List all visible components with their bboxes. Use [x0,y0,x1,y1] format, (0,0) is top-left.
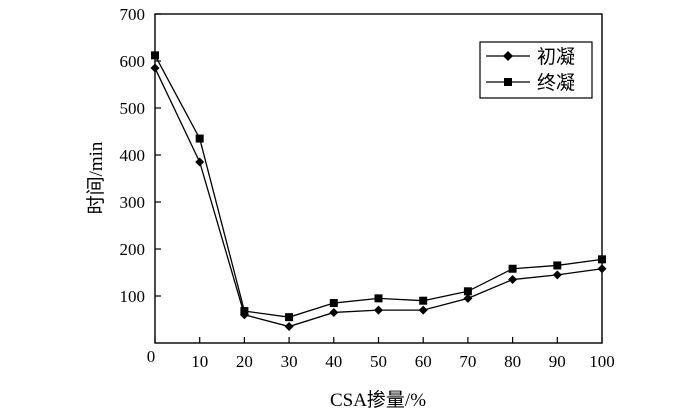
x-tick-label: 60 [415,352,432,371]
x-tick-label: 10 [191,352,208,371]
data-point-diamond [463,293,473,303]
x-tick-label: 90 [549,352,566,371]
legend-label-series-1: 终凝 [537,72,575,94]
y-tick-label: 400 [120,146,146,165]
y-tick-label: 300 [120,193,146,212]
data-point-diamond [597,264,607,274]
ticks [154,13,603,343]
x-tick-label: 30 [281,352,298,371]
data-point-square [195,134,204,143]
data-point-diamond [418,305,428,315]
y-tick-label: 100 [120,287,146,306]
y-tick-label: 200 [120,240,146,259]
data-point-square [374,294,383,303]
legend-marker-diamond [503,51,513,61]
data-point-diamond [284,322,294,332]
x-tick-label: 20 [236,352,253,371]
data-point-square [240,307,249,316]
legend: 初凝 终凝 [479,41,593,99]
x-tick-label: 80 [504,352,521,371]
series-layer [150,51,607,332]
data-point-diamond [195,157,205,167]
x-axis-title: CSA掺量/% [330,389,426,411]
series-line-0 [154,67,603,328]
y-tick-label: 600 [120,52,146,71]
x-tick-label: 50 [370,352,387,371]
x-tick-label: 70 [459,352,476,371]
data-point-square [508,264,517,273]
y-origin-label: 0 [147,347,156,366]
data-point-diamond [508,275,518,285]
data-point-square [329,299,338,308]
data-point-square [285,313,294,322]
legend-box [479,41,593,99]
data-point-diamond [150,63,160,73]
y-axis-title: 时间/min [85,141,107,214]
x-tick-label: 40 [325,352,342,371]
data-point-square [553,261,562,270]
data-point-diamond [329,307,339,317]
legend-marker-square [504,78,512,86]
data-point-square [419,296,428,305]
data-point-diamond [374,305,383,315]
data-point-square [463,287,472,296]
data-point-square [151,51,159,60]
y-tick-label: 700 [120,5,146,24]
data-point-diamond [552,270,562,280]
tick-labels: 10 20 30 40 50 60 70 80 90 100 100 200 300 400 500 600 7… [120,5,615,371]
legend-label-series-0: 初凝 [537,46,575,68]
x-tick-label: 100 [589,352,615,371]
data-point-square [598,255,606,264]
y-tick-label: 500 [120,99,146,118]
